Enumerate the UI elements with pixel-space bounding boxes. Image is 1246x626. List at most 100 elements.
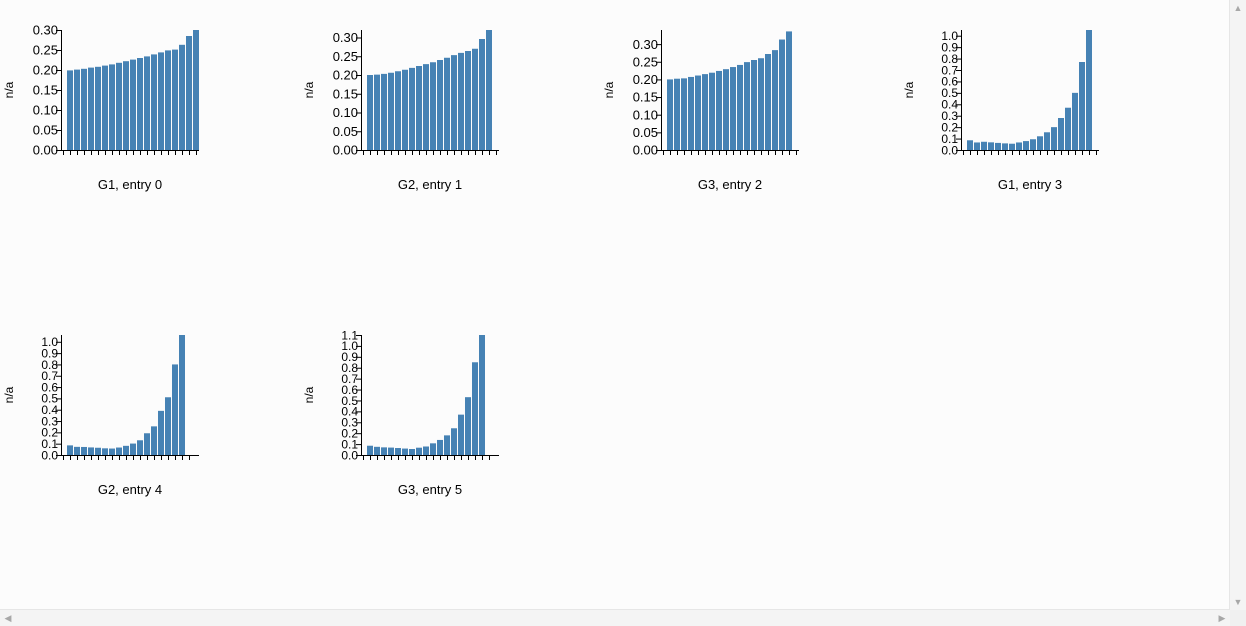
bar-2-7 — [716, 70, 722, 150]
y-tick-label: 0.1 — [341, 437, 358, 451]
bar-2-17 — [786, 31, 792, 150]
y-tick-label: 0.30 — [33, 23, 58, 38]
bar-1-3 — [388, 72, 394, 150]
bar-2-11 — [744, 62, 750, 150]
y-tick-label: 0.9 — [341, 350, 358, 364]
bar-3-5 — [1002, 143, 1008, 150]
bar-5-14 — [465, 397, 471, 455]
bar-5-13 — [458, 414, 464, 455]
bar-4-7 — [116, 447, 122, 455]
y-axis-label: n/a — [902, 81, 916, 98]
y-tick-label: 1.0 — [41, 335, 58, 349]
bar-3-6 — [1009, 143, 1015, 150]
bar-4-5 — [102, 448, 108, 455]
bar-4-2 — [81, 446, 87, 455]
bar-2-2 — [681, 78, 687, 150]
bar-1-9 — [430, 62, 436, 150]
y-tick-label: 0.0 — [41, 448, 58, 462]
bar-4-3 — [88, 447, 94, 455]
bar-1-16 — [479, 39, 485, 150]
vertical-scrollbar[interactable]: ▲ ▼ — [1229, 0, 1246, 610]
bar-5-5 — [402, 448, 408, 455]
y-tick-label: 0.15 — [633, 90, 658, 105]
bar-0-8 — [123, 61, 129, 151]
y-tick-label: 0.10 — [333, 105, 358, 120]
chart-panel-1: 0.00 0.05 0.10 0.15 0.20 0.25 0.30 n/a G2, entry… — [302, 30, 499, 192]
y-tick-label: 0.5 — [341, 394, 358, 408]
bar-5-0 — [367, 445, 373, 455]
chart-panel-0: 0.00 0.05 0.10 0.15 0.20 0.25 0.30 n/a G1, entry… — [2, 23, 199, 192]
y-tick-label: 0.05 — [633, 125, 658, 140]
y-tick-label: 0.00 — [633, 143, 658, 158]
y-axis-label: n/a — [602, 81, 616, 98]
bar-3-2 — [981, 141, 987, 150]
y-tick-label: 0.25 — [633, 54, 658, 69]
bar-5-4 — [395, 448, 401, 455]
y-tick-label: 0.25 — [33, 43, 58, 58]
y-tick-label: 0.20 — [333, 68, 358, 83]
bar-5-8 — [423, 446, 429, 455]
bar-0-6 — [109, 64, 115, 150]
y-tick-label: 0.7 — [341, 372, 358, 386]
bar-5-11 — [444, 435, 450, 455]
y-tick-label: 0.5 — [941, 86, 958, 100]
bar-0-4 — [95, 66, 101, 150]
chart-title: G1, entry 0 — [98, 177, 162, 192]
bar-3-10 — [1037, 136, 1043, 150]
bar-4-15 — [172, 364, 178, 455]
bar-2-10 — [737, 64, 743, 150]
bar-2-4 — [695, 75, 701, 150]
bar-0-7 — [116, 62, 122, 150]
bar-4-12 — [151, 426, 157, 455]
triangle-up-icon: ▲ — [1233, 3, 1243, 13]
bar-1-2 — [381, 73, 387, 150]
bar-1-11 — [444, 57, 450, 150]
bar-5-10 — [437, 439, 443, 455]
bar-1-12 — [451, 55, 457, 150]
bar-4-6 — [109, 448, 115, 455]
bar-0-14 — [165, 50, 171, 150]
bar-1-0 — [367, 75, 373, 150]
y-tick-label: 0.00 — [33, 143, 58, 158]
bar-2-3 — [688, 76, 694, 150]
bar-5-12 — [451, 428, 457, 455]
bar-3-1 — [974, 142, 980, 150]
chart-title: G3, entry 5 — [398, 482, 462, 497]
y-tick-label: 0.8 — [41, 358, 58, 372]
bar-0-18 — [193, 30, 199, 150]
bar-3-12 — [1051, 127, 1057, 150]
bar-1-17 — [486, 30, 492, 150]
bar-3-14 — [1065, 107, 1071, 150]
bar-2-1 — [674, 78, 680, 150]
bar-0-13 — [158, 52, 164, 150]
scroll-down-arrow[interactable]: ▼ — [1230, 594, 1246, 610]
bar-5-3 — [388, 447, 394, 455]
bar-0-10 — [137, 58, 143, 150]
bar-3-16 — [1079, 62, 1085, 150]
bar-2-13 — [758, 58, 764, 151]
bar-4-10 — [137, 440, 143, 455]
bar-4-11 — [144, 433, 150, 455]
scroll-left-arrow[interactable]: ◀ — [0, 610, 16, 626]
scroll-right-arrow[interactable]: ▶ — [1214, 610, 1230, 626]
bar-5-15 — [472, 362, 478, 455]
y-tick-label: 0.10 — [33, 103, 58, 118]
y-tick-label: 0.5 — [41, 392, 58, 406]
y-tick-label: 0.4 — [341, 405, 358, 419]
chart-title: G2, entry 1 — [398, 177, 462, 192]
scroll-up-arrow[interactable]: ▲ — [1230, 0, 1246, 16]
chart-panel-3: 0.00.10.20.30.40.50.60.70.80.91.0 n/a G1, … — [902, 29, 1099, 192]
horizontal-scrollbar[interactable]: ◀ ▶ — [0, 609, 1230, 626]
bar-3-0 — [967, 140, 973, 150]
y-tick-label: 0.3 — [41, 414, 58, 428]
y-tick-label: 0.7 — [941, 63, 958, 77]
y-tick-label: 0.00 — [333, 143, 358, 158]
chart-panel-5: 0.00.10.20.30.40.50.60.70.80.91.01.1 n/a G… — [302, 328, 499, 497]
bar-5-6 — [409, 449, 415, 455]
triangle-left-icon: ◀ — [4, 613, 12, 623]
bar-3-13 — [1058, 118, 1064, 150]
chart-title: G3, entry 2 — [698, 177, 762, 192]
bar-3-9 — [1030, 139, 1036, 150]
bar-4-0 — [67, 445, 73, 455]
small-multiples-svg: 0.00 0.05 0.10 0.15 0.20 0.25 0.30 n/a G1, entry… — [2, 23, 1099, 497]
